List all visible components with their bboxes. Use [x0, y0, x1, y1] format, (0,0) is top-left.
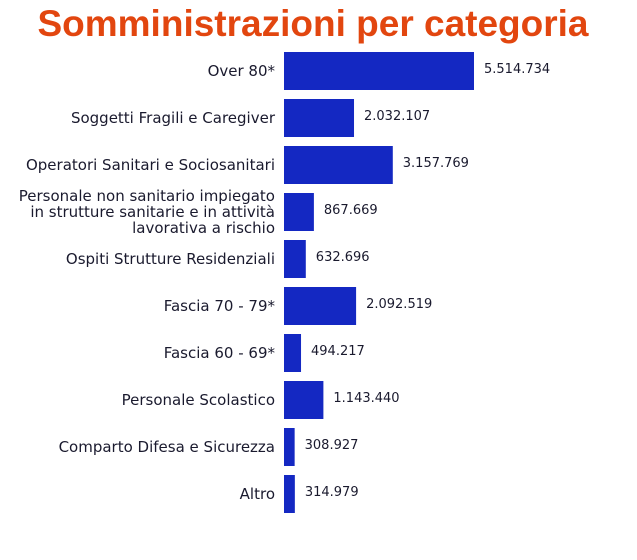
bar-5: [284, 287, 357, 325]
category-label-6: Fascia 60 - 69*: [164, 344, 276, 362]
value-label-3: 867.669: [324, 203, 378, 218]
category-label-1: Soggetti Fragili e Caregiver: [71, 109, 276, 127]
value-label-8: 308.927: [305, 438, 359, 453]
category-label-4: Ospiti Strutture Residenziali: [66, 250, 275, 268]
category-label-8: Comparto Difesa e Sicurezza: [59, 438, 275, 456]
value-label-9: 314.979: [305, 485, 359, 500]
bar-1: [284, 99, 355, 137]
category-label-7: Personale Scolastico: [122, 391, 275, 409]
value-label-1: 2.032.107: [364, 109, 430, 124]
category-label-5: Fascia 70 - 79*: [164, 297, 276, 315]
bar-0: [284, 52, 474, 90]
category-label-3: Personale non sanitario impiegato in stru…: [19, 187, 275, 237]
value-label-4: 632.696: [316, 250, 370, 265]
bars-group: 5.514.734 Over 80* 2.032.107 Soggetti Fragi…: [19, 52, 550, 513]
category-label-2: Operatori Sanitari e Sociosanitari: [26, 156, 275, 174]
chart-title: Somministrazioni per categoria: [37, 3, 588, 44]
category-label-0: Over 80*: [208, 62, 276, 80]
value-label-2: 3.157.769: [403, 156, 469, 171]
bar-3: [284, 193, 314, 231]
bar-7: [284, 381, 324, 419]
value-label-7: 1.143.440: [333, 391, 399, 406]
value-label-0: 5.514.734: [484, 62, 550, 77]
value-label-5: 2.092.519: [366, 297, 432, 312]
value-label-6: 494.217: [311, 344, 365, 359]
bar-9: [284, 475, 295, 513]
bar-8: [284, 428, 295, 466]
bar-4: [284, 240, 306, 278]
bar-2: [284, 146, 393, 184]
bar-6: [284, 334, 302, 372]
category-label-9: Altro: [240, 485, 275, 503]
